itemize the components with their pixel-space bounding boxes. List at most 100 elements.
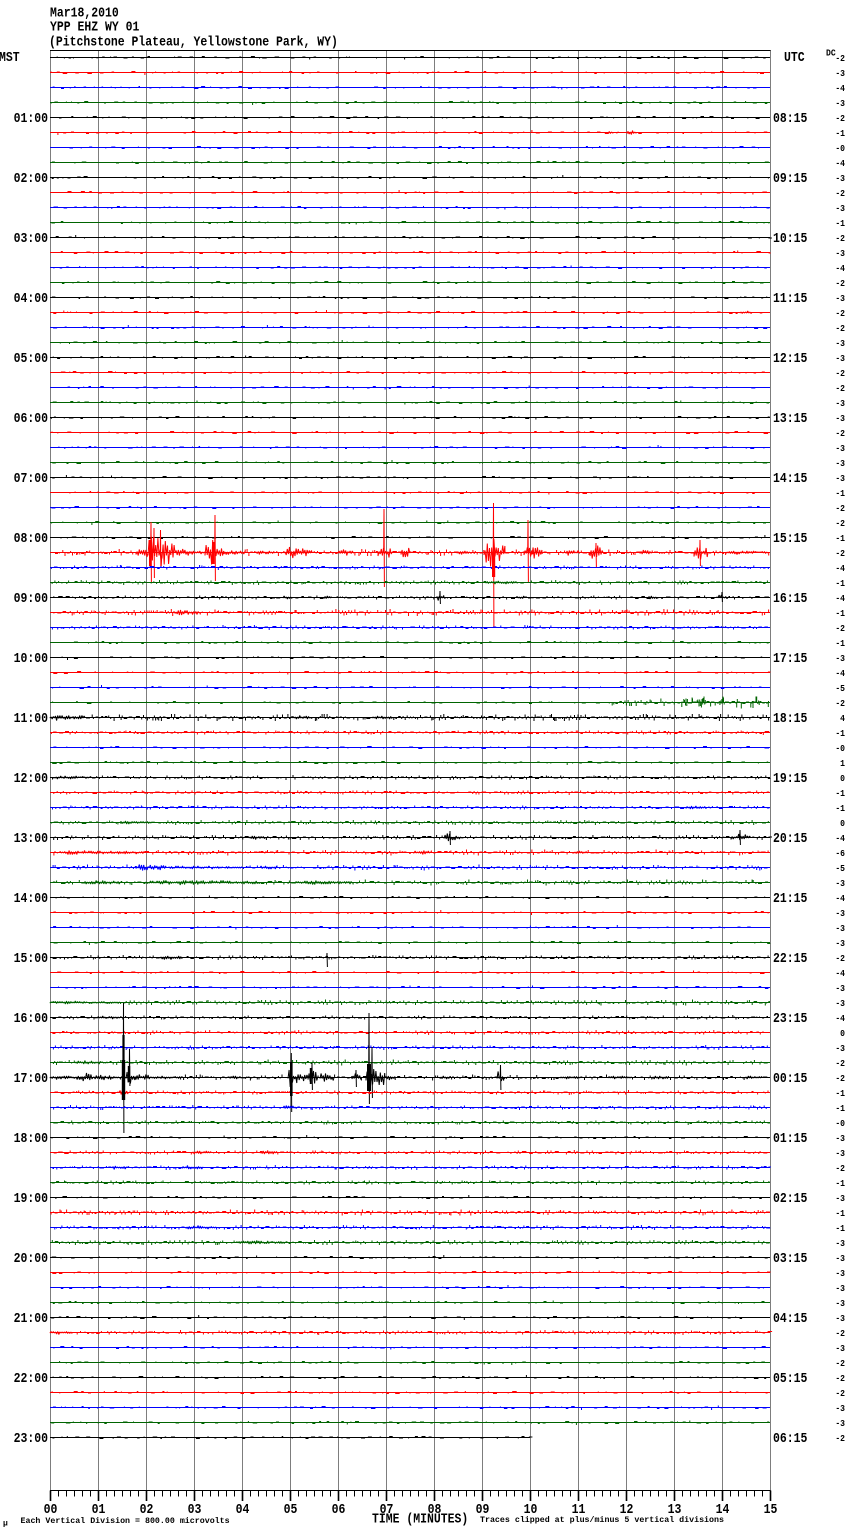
svg-text:-4: -4 [835, 84, 845, 95]
svg-text:-2: -2 [835, 324, 845, 335]
svg-text:-2: -2 [835, 624, 845, 635]
svg-text:-4: -4 [835, 894, 845, 905]
svg-text:(Pitchstone Plateau, Yellowsto: (Pitchstone Plateau, Yellowstone Park, W… [49, 35, 338, 50]
svg-text:03:15: 03:15 [773, 1251, 807, 1266]
svg-text:-3: -3 [835, 939, 845, 950]
svg-text:-3: -3 [835, 249, 845, 260]
svg-text:-3: -3 [835, 1044, 845, 1055]
svg-text:08: 08 [428, 1502, 442, 1517]
svg-text:0: 0 [840, 819, 845, 830]
svg-text:-3: -3 [835, 924, 845, 935]
svg-text:-3: -3 [835, 1299, 845, 1310]
svg-text:-1: -1 [835, 579, 845, 590]
svg-text:-3: -3 [835, 909, 845, 920]
svg-text:16:00: 16:00 [14, 1011, 48, 1026]
svg-text:00: 00 [44, 1502, 58, 1517]
svg-text:10:15: 10:15 [773, 231, 807, 246]
svg-text:02:00: 02:00 [14, 171, 48, 186]
svg-text:-1: -1 [835, 129, 845, 140]
svg-text:11:15: 11:15 [773, 291, 807, 306]
svg-text:-2: -2 [835, 1434, 845, 1445]
svg-text:-1: -1 [835, 489, 845, 500]
svg-text:09:00: 09:00 [14, 591, 48, 606]
svg-text:MST: MST [0, 50, 20, 65]
svg-text:-5: -5 [835, 864, 845, 875]
svg-text:13:15: 13:15 [773, 411, 807, 426]
svg-text:-0: -0 [835, 1119, 845, 1130]
svg-text:09:15: 09:15 [773, 171, 807, 186]
svg-text:18:00: 18:00 [14, 1131, 48, 1146]
svg-text:-3: -3 [835, 399, 845, 410]
svg-text:-3: -3 [835, 69, 845, 80]
svg-text:-2: -2 [835, 1359, 845, 1370]
svg-text:-1: -1 [835, 804, 845, 815]
svg-text:01: 01 [92, 1502, 106, 1517]
svg-text:-2: -2 [835, 54, 845, 65]
svg-text:17:15: 17:15 [773, 651, 807, 666]
svg-text:-3: -3 [835, 654, 845, 665]
svg-text:-1: -1 [835, 534, 845, 545]
svg-text:-0: -0 [835, 744, 845, 755]
svg-text:18:15: 18:15 [773, 711, 807, 726]
svg-text:Mar18,2010: Mar18,2010 [50, 6, 119, 21]
svg-text:-3: -3 [835, 474, 845, 485]
svg-text:21:15: 21:15 [773, 891, 807, 906]
svg-text:16:15: 16:15 [773, 591, 807, 606]
svg-text:-4: -4 [835, 834, 845, 845]
svg-text:4: 4 [840, 714, 845, 725]
svg-text:05: 05 [284, 1502, 298, 1517]
svg-text:-3: -3 [835, 339, 845, 350]
svg-text:07: 07 [380, 1502, 394, 1517]
svg-text:-1: -1 [835, 219, 845, 230]
svg-text:-2: -2 [835, 1164, 845, 1175]
svg-text:-3: -3 [835, 459, 845, 470]
svg-text:-4: -4 [835, 1014, 845, 1025]
svg-text:-1: -1 [835, 1209, 845, 1220]
svg-text:-1: -1 [835, 1104, 845, 1115]
svg-text:-3: -3 [835, 1404, 845, 1415]
svg-text:DC: DC [826, 48, 836, 59]
svg-text:-1: -1 [835, 1089, 845, 1100]
svg-text:06:00: 06:00 [14, 411, 48, 426]
svg-text:-5: -5 [835, 684, 845, 695]
svg-text:01:00: 01:00 [14, 111, 48, 126]
svg-text:21:00: 21:00 [14, 1311, 48, 1326]
svg-text:-3: -3 [835, 354, 845, 365]
svg-text:-2: -2 [835, 189, 845, 200]
svg-text:10:00: 10:00 [14, 651, 48, 666]
svg-text:14:00: 14:00 [14, 891, 48, 906]
svg-text:08:15: 08:15 [773, 111, 807, 126]
svg-text:-3: -3 [835, 1419, 845, 1430]
svg-text:UTC: UTC [784, 50, 805, 65]
svg-text:-2: -2 [835, 519, 845, 530]
svg-text:20:00: 20:00 [14, 1251, 48, 1266]
svg-text:04: 04 [236, 1502, 250, 1517]
svg-text:-1: -1 [835, 729, 845, 740]
svg-text:-4: -4 [835, 969, 845, 980]
svg-text:-2: -2 [835, 279, 845, 290]
svg-text:-2: -2 [835, 1389, 845, 1400]
svg-text:-2: -2 [835, 1329, 845, 1340]
svg-text:02:15: 02:15 [773, 1191, 807, 1206]
svg-text:-4: -4 [835, 669, 845, 680]
svg-text:-2: -2 [835, 1059, 845, 1070]
svg-text:03: 03 [188, 1502, 202, 1517]
svg-text:04:15: 04:15 [773, 1311, 807, 1326]
svg-text:-3: -3 [835, 444, 845, 455]
svg-text:06:15: 06:15 [773, 1431, 807, 1446]
svg-text:03:00: 03:00 [14, 231, 48, 246]
svg-text:20:15: 20:15 [773, 831, 807, 846]
svg-text:14:15: 14:15 [773, 471, 807, 486]
svg-text:-2: -2 [835, 384, 845, 395]
svg-text:-3: -3 [835, 999, 845, 1010]
svg-text:-3: -3 [835, 879, 845, 890]
svg-text:-0: -0 [835, 144, 845, 155]
svg-text:14: 14 [716, 1502, 730, 1517]
svg-text:-3: -3 [835, 1284, 845, 1295]
svg-text:19:15: 19:15 [773, 771, 807, 786]
svg-text:19:00: 19:00 [14, 1191, 48, 1206]
svg-text:-3: -3 [835, 1269, 845, 1280]
svg-text:-3: -3 [835, 1254, 845, 1265]
svg-text:12: 12 [620, 1502, 634, 1517]
svg-text:-4: -4 [835, 159, 845, 170]
